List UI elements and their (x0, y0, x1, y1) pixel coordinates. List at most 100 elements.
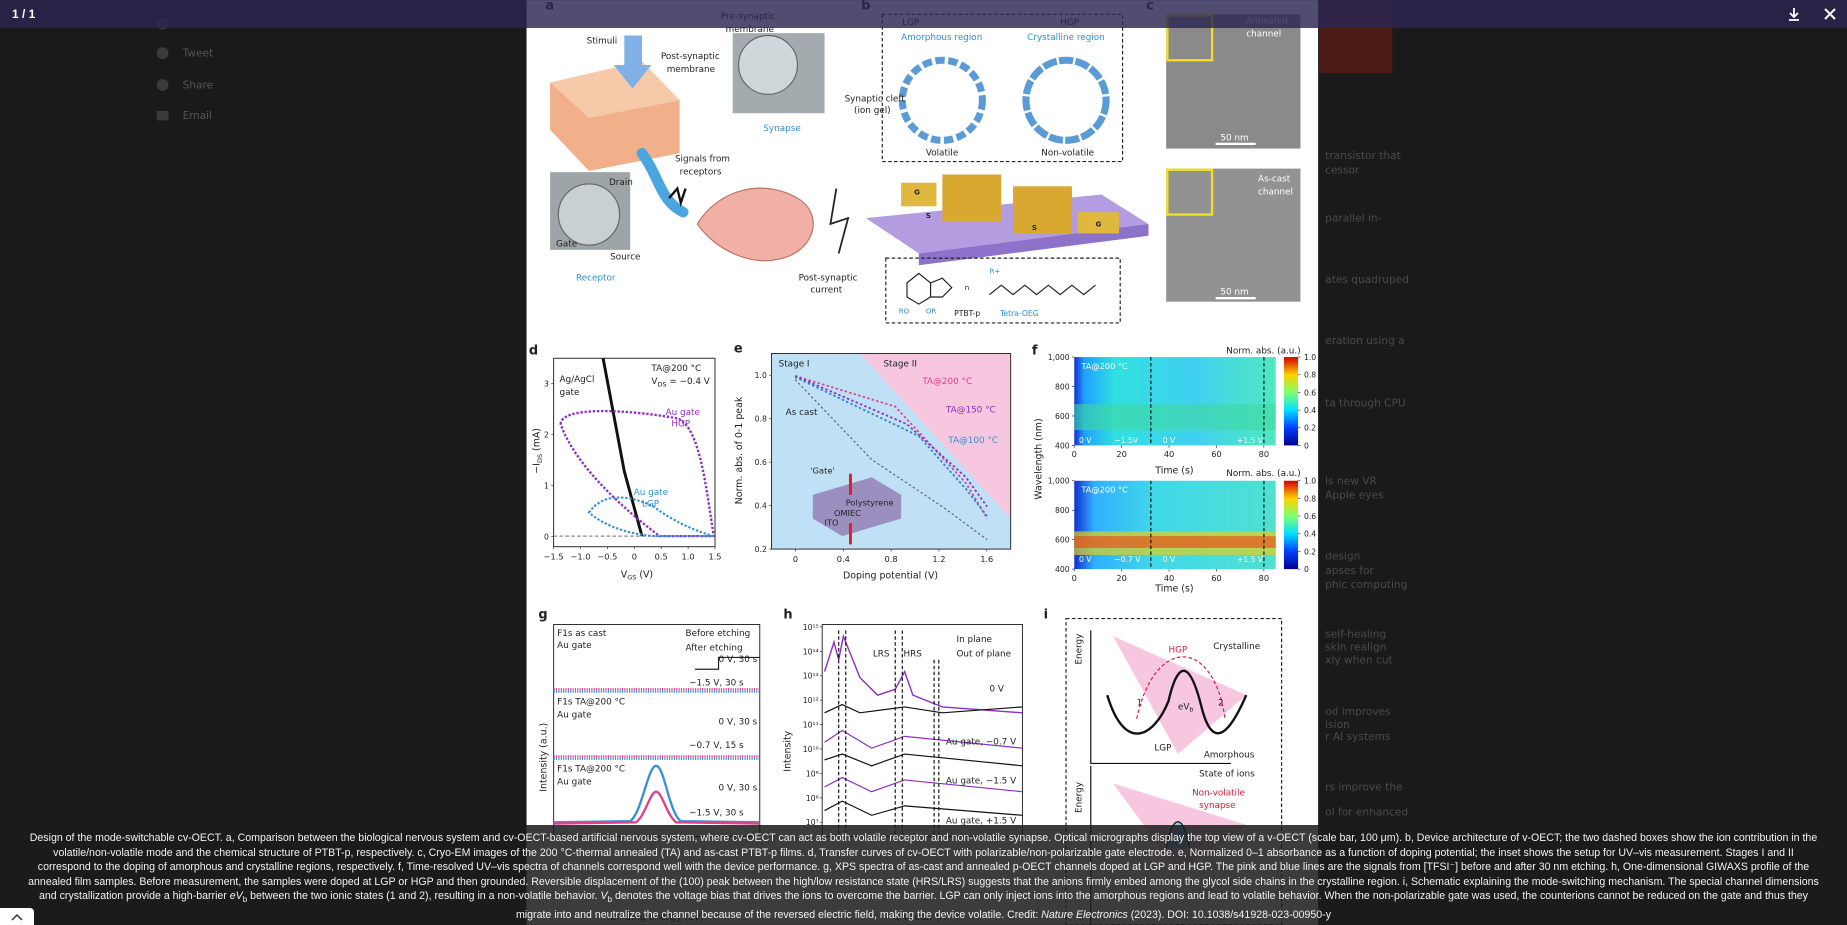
y-tick-label: 0.6 (755, 458, 767, 467)
figure-text: Drain (609, 178, 633, 188)
panel-label: e (734, 341, 743, 356)
figure-text: LGP (642, 500, 660, 510)
chevron-icon (11, 913, 23, 921)
figure-text: 0 V, 30 s (719, 784, 758, 794)
figure-text: PTBT-p (954, 309, 980, 318)
subscript: b (1189, 706, 1193, 714)
figure-text: Gate (556, 239, 577, 249)
figure-text: eVb (1178, 702, 1194, 713)
share-link: Tweet (182, 48, 214, 60)
y-tick-label: 800 (1055, 506, 1070, 515)
figure-text: −IDS (mA) (531, 428, 543, 474)
related-article: transistor that (1325, 150, 1401, 162)
figure-text: membrane (667, 65, 715, 75)
y-tick-label: 1.0 (1304, 353, 1316, 362)
figure-text: Time (s) (1154, 466, 1193, 477)
figure-text: TA@200 °C (1080, 485, 1128, 495)
x-tick-label: 0 (793, 554, 798, 564)
figure-text: current (810, 285, 842, 295)
y-tick-label: 10¹¹ (803, 721, 819, 730)
figure-text: Synapse (763, 124, 800, 134)
x-tick-label: 40 (1164, 573, 1174, 583)
related-article: rs improve the (1325, 782, 1402, 794)
x-tick-label: 0 (1072, 573, 1077, 583)
y-tick-label: 10⁹ (806, 769, 819, 778)
figure-text: Volatile (926, 149, 958, 159)
x-tick-label: 1.0 (682, 552, 695, 562)
x-tick-label: 80 (1259, 449, 1269, 459)
figure-text: VGS (V) (621, 569, 653, 581)
figure-text: 0 V (989, 685, 1003, 695)
figure-text: Post-synaptic (799, 274, 858, 284)
subscript: DS (536, 454, 544, 463)
panel-label: g (538, 608, 547, 623)
y-tick-label: 0.8 (1304, 494, 1316, 503)
y-tick-label: 0.4 (1304, 406, 1316, 415)
figure-text: −1.5 V, 30 s (689, 679, 744, 689)
x-tick-label: −1.0 (571, 552, 591, 562)
panel-label: h (783, 608, 792, 623)
figure-text: TA@200 °C (921, 377, 972, 387)
figure-text: Au gate (557, 641, 591, 651)
close-button[interactable] (1822, 6, 1838, 22)
related-article: ision (1325, 719, 1350, 731)
x-tick-label: −1.5 (544, 552, 564, 562)
text-part: (mA) (531, 428, 542, 454)
figure-text: In plane (956, 635, 991, 645)
panel-h-art (821, 623, 1023, 837)
related-article: apses for (1325, 565, 1374, 577)
figure-text: S (1032, 223, 1037, 232)
figure-text: 0 V, 30 s (719, 655, 758, 665)
figure-text: Ag/AgCl (560, 375, 595, 385)
figure-text: Au gate, −0.7 V (946, 738, 1016, 748)
figure-text: channel (1258, 188, 1293, 198)
figure-text: 2 (1218, 699, 1224, 709)
figure-text: Norm. abs. (a.u.) (1226, 469, 1300, 479)
caption-text: between the two ionic states (1 and 2), … (247, 890, 601, 903)
y-tick-label: 0.8 (1304, 371, 1316, 380)
x-tick-label: 60 (1211, 573, 1221, 583)
related-article: ol for enhanced (1325, 806, 1408, 818)
x-tick-label: 20 (1116, 573, 1126, 583)
figure-text: 50 nm (1220, 133, 1248, 143)
y-tick-label: 400 (1055, 441, 1070, 450)
figure-text: RO (899, 306, 910, 315)
x-tick-label: 1.5 (708, 552, 721, 562)
figure-text: Energy (1074, 782, 1084, 813)
image-caption: Design of the mode-switchable cv-OECT. a… (0, 825, 1847, 925)
x-tick-label: 0.8 (885, 554, 898, 564)
caption-text: (2023). DOI: 10.1038/s41928-023-00950-y (1127, 909, 1332, 922)
figure-text: Stage II (883, 359, 917, 369)
text-part: (V) (636, 569, 653, 580)
x-tick-label: 0 (1072, 449, 1077, 459)
scroll-up-button[interactable] (0, 908, 34, 925)
figure-text: synapse (1199, 801, 1235, 811)
figure-text: As-cast (1258, 175, 1291, 185)
related-article: od improves (1325, 706, 1390, 718)
panel-e-art (771, 353, 1012, 550)
figure-text: Au gate (666, 408, 700, 418)
x-tick-label: 20 (1116, 449, 1126, 459)
download-button[interactable] (1786, 6, 1802, 22)
figure-text: Receptor (576, 274, 616, 284)
related-article: phic computing (1325, 579, 1407, 591)
figure-text: Polystyrene (846, 497, 894, 507)
figure-text: Before etching (686, 629, 751, 639)
figure-text: Non-volatile (1041, 149, 1094, 159)
figure-text: 0 V (1079, 436, 1092, 445)
figure-text: Time (s) (1154, 583, 1193, 594)
figure-text: Crystalline (1213, 642, 1260, 652)
caption-italic: eV (229, 890, 243, 903)
related-article: eration using a (1325, 335, 1405, 347)
figure-text: 'Gate' (810, 466, 834, 476)
figure-text: receptors (680, 167, 722, 177)
figure-text: Signals from (675, 155, 730, 165)
y-tick-label: 0.6 (1304, 512, 1316, 521)
figure-text: 1 (1137, 699, 1143, 709)
y-tick-label: 600 (1055, 412, 1070, 421)
share-link: Share (183, 80, 214, 92)
caption-subscript: b (607, 895, 613, 905)
x-tick-label: 0.5 (655, 552, 668, 562)
y-tick-label: 1.0 (1304, 477, 1316, 486)
y-tick-label: 10¹⁰ (803, 745, 819, 754)
